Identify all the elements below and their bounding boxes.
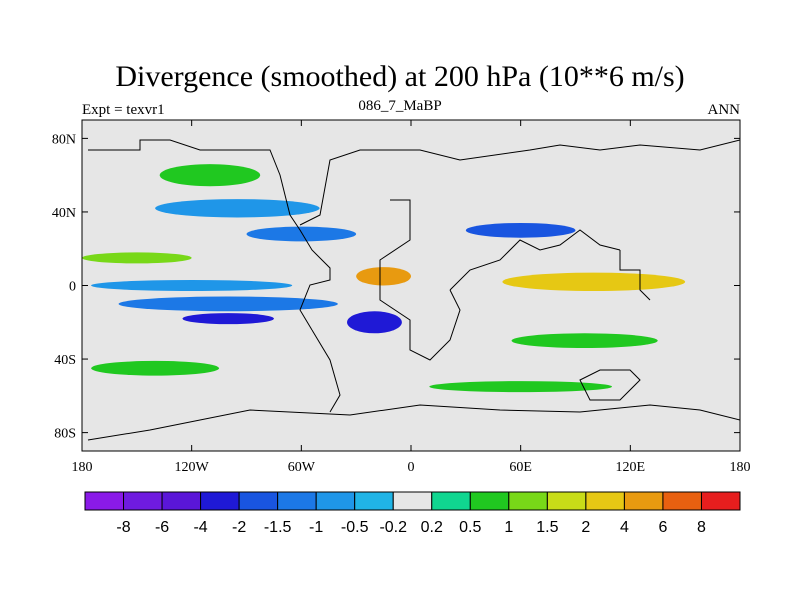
colorbar-segment	[431, 491, 471, 511]
colorbar-segment	[546, 491, 587, 511]
colorbar-label: -1	[309, 519, 323, 536]
colorbar-segment	[238, 491, 279, 511]
colorbar-segment	[392, 491, 433, 511]
coastline-segment	[311, 329, 341, 413]
field-band	[511, 333, 658, 349]
coastline-segment	[379, 199, 461, 361]
colorbar-segment	[354, 491, 394, 511]
x-tick-label: 0	[408, 460, 415, 475]
field-band	[502, 272, 686, 292]
y-tick-label: 80N	[52, 132, 76, 147]
colorbar-label: 1	[504, 519, 513, 536]
colorbar-segment	[585, 491, 625, 511]
colorbar-segment	[508, 491, 548, 511]
colorbar-segment	[161, 491, 202, 511]
field-band	[465, 222, 576, 238]
x-tick-label: 120E	[616, 460, 646, 475]
colorbar-segment	[84, 491, 125, 511]
colorbar-label: 6	[658, 519, 667, 536]
coastline-segment	[449, 229, 621, 291]
x-axis: 180 120W 60W 0 60E 120E 180	[72, 120, 751, 475]
colorbar-label: -1.5	[264, 519, 292, 536]
y-axis: 80N 40N 0 40S 80S	[52, 132, 740, 442]
field-band	[155, 199, 320, 218]
colorbar-label: -0.2	[379, 519, 407, 536]
page-title: Divergence (smoothed) at 200 hPa (10**6 …	[115, 60, 685, 93]
field-band	[429, 381, 613, 393]
subtitle-center: 086_7_MaBP	[358, 98, 442, 114]
y-tick-label: 40N	[52, 206, 76, 221]
colorbar-label: -2	[232, 519, 246, 536]
colorbar-segment	[200, 491, 240, 511]
field-band	[347, 311, 402, 334]
colorbar-label: 2	[581, 519, 590, 536]
colorbar-segment	[662, 491, 702, 511]
colorbar-label: -0.5	[341, 519, 369, 536]
colorbar-label: -4	[193, 519, 207, 536]
field-band	[91, 360, 220, 376]
field-band	[82, 252, 192, 264]
map-plot	[81, 119, 741, 452]
colorbar-segment	[700, 491, 741, 511]
x-tick-label: 180	[730, 460, 751, 475]
colorbar-label: -8	[116, 519, 130, 536]
field-band	[118, 296, 338, 312]
colorbar-label: 8	[697, 519, 706, 536]
y-tick-label: 80S	[54, 427, 76, 442]
coastline-segment	[299, 139, 740, 226]
colorbar-label: 0.2	[421, 519, 443, 536]
field-band	[159, 164, 261, 187]
colorbar-label: 0.5	[459, 519, 481, 536]
coastline-segment	[619, 250, 651, 301]
x-tick-label: 60W	[288, 460, 316, 475]
colorbar-segment	[623, 491, 664, 511]
field-band	[356, 267, 412, 286]
x-tick-label: 120W	[175, 460, 210, 475]
coastline-outline	[87, 139, 740, 441]
colorbar-segment	[277, 491, 317, 511]
coastline-segment	[88, 139, 331, 331]
colorbar-label: 4	[620, 519, 629, 536]
field-band	[182, 313, 274, 325]
divergence-field	[82, 164, 686, 393]
subtitle-right: ANN	[707, 102, 741, 118]
field-band	[246, 226, 357, 242]
subtitle-left: Expt = texvr1	[82, 102, 165, 118]
field-band	[91, 279, 293, 292]
coastline-segment	[87, 404, 740, 441]
x-tick-label: 180	[72, 460, 93, 475]
y-tick-label: 40S	[54, 353, 76, 368]
colorbar: -8 -6 -4 -2 -1.5 -1 -0.5 -0.2 0.2 0.5 1 1.5 2 4 6 8	[84, 491, 741, 536]
colorbar-segment	[469, 491, 510, 511]
colorbar-segment	[123, 491, 163, 511]
colorbar-segment	[315, 491, 356, 511]
coastline-segment	[579, 369, 641, 401]
x-tick-label: 60E	[509, 460, 532, 475]
colorbar-label: -6	[155, 519, 169, 536]
y-tick-label: 0	[69, 280, 76, 295]
colorbar-label: 1.5	[536, 519, 558, 536]
